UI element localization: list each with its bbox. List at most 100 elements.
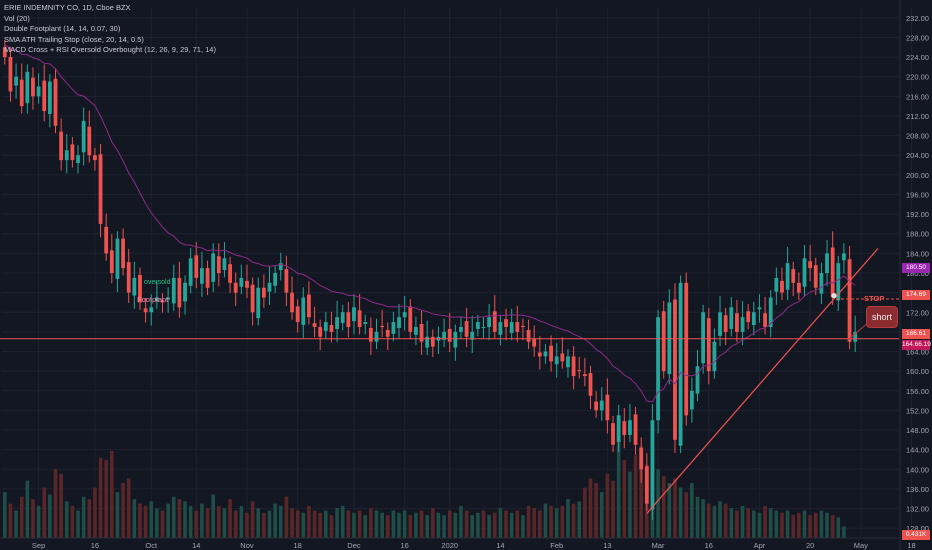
volume-bar	[633, 455, 638, 538]
volume-bar	[233, 510, 238, 538]
candle-body	[76, 155, 80, 164]
price-tick-label: 212.00	[906, 112, 929, 121]
candle-body	[397, 317, 401, 328]
volume-bar	[476, 512, 480, 538]
candle-body	[115, 238, 120, 279]
candle-body	[143, 308, 148, 313]
candle-body	[104, 226, 109, 254]
price-tick-label: 228.00	[906, 33, 929, 42]
candle-body	[374, 331, 379, 342]
price-axis[interactable]: 128.00 132.00 136.00 140.00 144.00 148.00 152.…	[899, 0, 929, 550]
volume-bar	[239, 505, 244, 538]
volume-bar	[267, 510, 272, 538]
candle-body	[222, 258, 227, 271]
volume-bar	[284, 496, 289, 538]
time-tick-label: Sep	[32, 541, 45, 550]
volume-bar	[768, 508, 773, 538]
candle-body	[723, 315, 728, 332]
volume-bar	[352, 512, 356, 538]
volume-bar	[329, 515, 334, 538]
legend-footplant[interactable]: Double Footplant (14, 14, 0.07, 30)	[4, 24, 121, 33]
candle-body	[25, 71, 30, 104]
candle-body	[650, 420, 655, 510]
volume-bar	[301, 512, 306, 538]
volume-bar	[780, 512, 784, 538]
candle-body	[419, 324, 424, 342]
candle-body	[537, 352, 542, 357]
candle-body	[87, 126, 92, 156]
volume-bar	[447, 510, 452, 538]
price-tick-label: 200.00	[906, 171, 929, 180]
volume-bars	[3, 428, 846, 538]
volume-bar	[211, 494, 215, 538]
candle-body	[295, 306, 300, 323]
volume-bar	[690, 483, 694, 538]
candle-body	[521, 326, 525, 327]
candle-body	[211, 253, 216, 282]
volume-bar	[673, 478, 677, 538]
candle-body	[644, 466, 649, 504]
volume-bar	[836, 517, 841, 538]
volume-bar	[228, 499, 232, 538]
volume-bar	[667, 483, 672, 538]
candle-body	[318, 326, 323, 337]
candle-body	[278, 263, 283, 271]
candle-body	[695, 366, 700, 394]
volume-bar	[577, 501, 582, 538]
legend-macd-rsi[interactable]: MACD Cross + RSI Oversold Overbought (12…	[4, 45, 216, 54]
volume-bar	[380, 512, 384, 538]
candle-body	[549, 345, 553, 362]
legend-volume[interactable]: Vol (20)	[4, 13, 30, 23]
candle-body	[36, 86, 41, 97]
time-tick-label: 16	[705, 541, 713, 550]
volume-bar	[31, 499, 35, 538]
short-callout[interactable]: short	[866, 306, 898, 328]
volume-bar	[509, 512, 514, 538]
candle-body	[577, 370, 582, 372]
callout-pointer	[847, 324, 867, 341]
price-tick-label: 160.00	[906, 367, 929, 376]
candlesticks[interactable]	[2, 39, 858, 520]
volume-bar	[149, 501, 154, 538]
candle-body	[267, 282, 272, 292]
candle-body	[442, 331, 446, 340]
trend-line	[646, 248, 879, 514]
candle-body	[138, 274, 142, 303]
legend-atr-stop[interactable]: SMA ATR Trailing Stop (close, 20, 14, 0.…	[4, 34, 144, 44]
volume-bar	[425, 515, 429, 538]
candle-body	[712, 341, 717, 372]
volume-bar	[273, 503, 277, 538]
volume-bar	[684, 492, 689, 538]
volume-bar	[402, 510, 407, 538]
volume-bar	[830, 515, 835, 538]
volume-bar	[842, 526, 846, 538]
last-price-tag: 180.50	[902, 263, 930, 273]
volume-bar	[290, 508, 294, 538]
volume-bar	[397, 512, 401, 538]
candle-body	[335, 317, 339, 329]
volume-bar	[571, 503, 576, 538]
volume-bar	[324, 510, 328, 538]
stop-label: STOP	[864, 294, 885, 303]
volume-bar	[318, 512, 322, 538]
candle-body	[836, 263, 841, 301]
candle-body	[774, 277, 779, 292]
candle-body	[509, 322, 514, 333]
candle-body	[566, 356, 570, 368]
symbol-title[interactable]: ERIE INDEMNITY CO, 1D, Cboe BZX	[4, 3, 131, 12]
candle-body	[706, 318, 711, 372]
volume-bar	[622, 460, 627, 538]
volume-bar	[459, 505, 463, 538]
volume-bar	[464, 510, 469, 538]
indicator-overlays	[0, 44, 899, 514]
price-tick-label: 224.00	[906, 53, 929, 62]
time-axis[interactable]: Sep 16 Oct 14 Nov 18 Dec 16 2020 14 Feb 13 Mar 16 Apr 2…	[0, 537, 932, 550]
candle-body	[31, 77, 35, 97]
candle-body	[735, 313, 739, 332]
price-tick-label: 232.00	[906, 14, 929, 23]
candle-body	[459, 326, 463, 332]
volume-bar	[616, 428, 621, 538]
volume-bar	[369, 508, 373, 538]
